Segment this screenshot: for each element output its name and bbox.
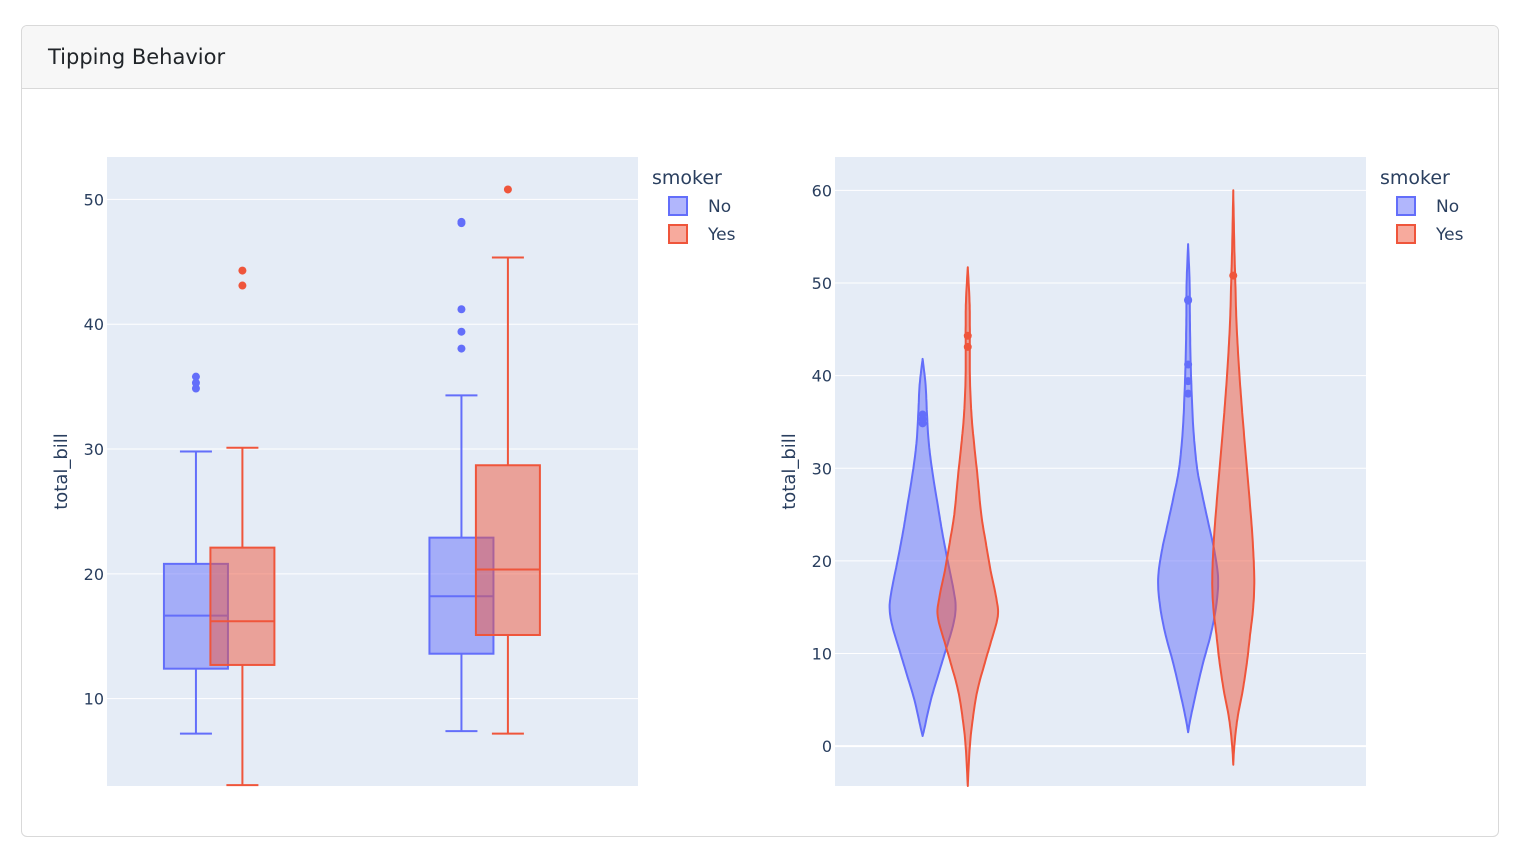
iqr-box (474, 464, 541, 636)
y-tick-label: 20 (84, 565, 104, 584)
outlier-point (503, 185, 512, 194)
box-plot-chart: 10 20 30 40 50 total_bill smoker No Yes (51, 157, 736, 787)
legend-label-yes: Yes (707, 225, 736, 245)
outlier-point (191, 378, 200, 387)
outlier-point (457, 327, 466, 336)
outlier-point (457, 305, 466, 314)
y-axis-title: total_bill (51, 433, 72, 510)
y-tick-label: 50 (84, 190, 104, 209)
card-header: Tipping Behavior (22, 26, 1498, 89)
box-yes-group-1 (209, 266, 276, 787)
y-tick-label: 10 (84, 690, 104, 709)
outlier-point (191, 372, 200, 381)
outlier-point (457, 217, 466, 226)
card-title: Tipping Behavior (48, 45, 226, 69)
y-tick-label: 30 (84, 440, 104, 459)
y-tick-label: 40 (84, 315, 104, 334)
legend-swatch-yes (668, 224, 688, 244)
outlier-point (238, 281, 247, 290)
plot-area (107, 157, 638, 786)
legend-swatch-no (668, 196, 688, 216)
iqr-box (209, 546, 276, 666)
box-yes-group-2 (474, 185, 541, 735)
legend-title: smoker (652, 167, 722, 189)
outlier-point (457, 344, 466, 353)
outlier-point (191, 384, 200, 393)
legend-label-no: No (708, 197, 731, 217)
outlier-point (238, 266, 247, 275)
